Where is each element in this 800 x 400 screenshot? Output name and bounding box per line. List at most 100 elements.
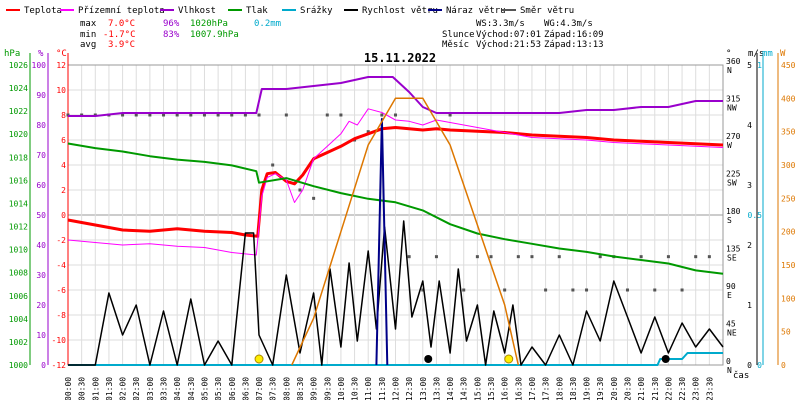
wind-dir-tick-8: 360 [726,57,741,66]
x-tick-label-47: 23:30 [705,377,714,400]
x-tick-label-2: 01:00 [91,377,100,400]
legend-label-6: Náraz větru [446,6,506,16]
x-tick-label-26: 13:00 [419,377,428,400]
wind-dir-point-9 [189,113,193,117]
pressure_hpa-tick-5: 1010 [9,246,28,255]
temperature_c-tick-2: -8 [56,311,66,320]
legend-label-4: Srážky [300,6,333,16]
wind-dir-point-25 [407,255,411,259]
series-line-7 [291,97,520,366]
unit-mm: mm [762,49,773,59]
x-tick-label-46: 23:00 [692,377,701,400]
legend-label-0: Teplota [24,6,62,16]
series-line-1 [67,108,724,256]
humidity_pct-tick-7: 70 [36,151,46,160]
wind-dir-point-18 [312,196,316,200]
solar-tick-6: 300 [781,161,796,170]
wind-dir-tick-6: 270 [726,132,741,141]
wind-dir-tick-1: 45 [726,320,736,329]
temperature_c-tick-7: 2 [61,186,66,195]
x-tick-label-12: 06:00 [228,377,237,400]
pressure_hpa-tick-0: 1000 [9,361,28,370]
wind-dir-point-16 [284,113,288,117]
x-tick-label-3: 01:30 [105,377,114,400]
x-tick-label-23: 11:30 [378,377,387,400]
solar-tick-1: 50 [781,328,791,337]
temperature_c-tick-12: 12 [56,61,66,70]
wind-dir-point-22 [366,130,370,134]
stats-avg-label: avg [80,40,96,50]
pressure_hpa-tick-12: 1024 [9,84,28,93]
x-tick-label-19: 09:30 [323,377,332,400]
wind-dir-tick-0: 0 [726,357,731,366]
pressure_hpa-tick-10: 1020 [9,130,28,139]
wind-dir-point-24 [394,113,397,117]
wind-dir-point-11 [216,113,220,117]
wind-dir-point-10 [202,113,206,117]
wind-dir-tick-4: 180 [726,207,741,216]
sunrise-time: Východ:07:01 [476,30,541,40]
unit-celsius: °C [56,49,67,59]
solar-tick-9: 450 [781,61,796,70]
x-tick-label-30: 15:00 [473,377,482,400]
x-tick-label-43: 21:30 [651,377,660,400]
humidity_pct-tick-9: 90 [36,91,46,100]
temperature_c-tick-6: 0 [61,211,66,220]
temperature_c-tick-11: 10 [56,86,66,95]
wind-dir-point-39 [598,255,602,259]
wind-speed-tick-0: 0 [747,361,752,370]
moon-marker-1 [661,355,670,363]
wind-dir-point-35 [544,288,548,292]
unit-degree: ° [726,49,731,59]
wind-speed-tick-4: 4 [747,121,752,130]
wind-dir-point-30 [475,255,479,259]
chart-legend: Teplota Přízemní teplota Vlhkost Tlak Srážky… [6,6,574,16]
humidity_pct-tick-8: 80 [36,121,46,130]
pressure_hpa-tick-2: 1004 [9,315,28,324]
wind-dir-point-4 [121,113,125,117]
wind-dir-point-28 [448,113,452,117]
wind-dir-point-20 [339,113,343,117]
x-tick-label-21: 10:30 [351,377,360,400]
wind-speed-tick-1: 1 [747,301,752,310]
wind-dir-point-5 [134,113,138,117]
x-tick-label-32: 16:00 [501,377,510,400]
sun-marker-0 [254,354,264,364]
wind-dir-point-32 [503,288,507,292]
series-line-2 [68,76,723,117]
x-tick-label-11: 05:30 [214,377,223,400]
wind-dir-point-44 [666,255,670,259]
wind-dir-point-26 [421,288,425,292]
humidity_pct-tick-4: 40 [36,241,46,250]
legend-label-2: Vlhkost [178,6,216,16]
solar-tick-3: 150 [781,261,796,270]
stats-max-pressure: 1020hPa [190,19,228,29]
x-tick-label-13: 06:30 [241,377,250,400]
rain-tick-0: 0 [757,361,762,370]
wind-speed-avg: WS:3.3m/s [476,19,525,29]
x-tick-label-17: 08:30 [296,377,305,400]
wind-direction-series [66,113,711,292]
astro-markers [254,354,670,364]
wind-dir-point-13 [243,113,247,117]
temperature_c-tick-3: -6 [56,286,66,295]
x-tick-label-28: 14:00 [446,377,455,400]
wind-dir-point-17 [298,188,302,192]
humidity_pct-tick-3: 30 [36,271,46,280]
stats-min-temp: -1.7°C [103,30,136,40]
pressure_hpa-tick-7: 1014 [9,199,28,208]
wind-dir-point-38 [585,288,589,292]
x-tick-label-6: 03:00 [146,377,155,400]
x-tick-label-45: 22:30 [678,377,687,400]
x-tick-label-20: 10:00 [337,377,346,400]
x-tick-label-24: 12:00 [392,377,401,400]
rain-tick-1: 0.5 [748,211,763,220]
series-line-0 [67,126,724,238]
x-tick-label-42: 21:00 [637,377,646,400]
moonset-time: Západ:13:13 [544,40,604,50]
x-tick-label-35: 17:30 [542,377,551,400]
stats-max-humidity: 96% [163,19,180,29]
stats-min-humidity: 83% [163,30,180,40]
